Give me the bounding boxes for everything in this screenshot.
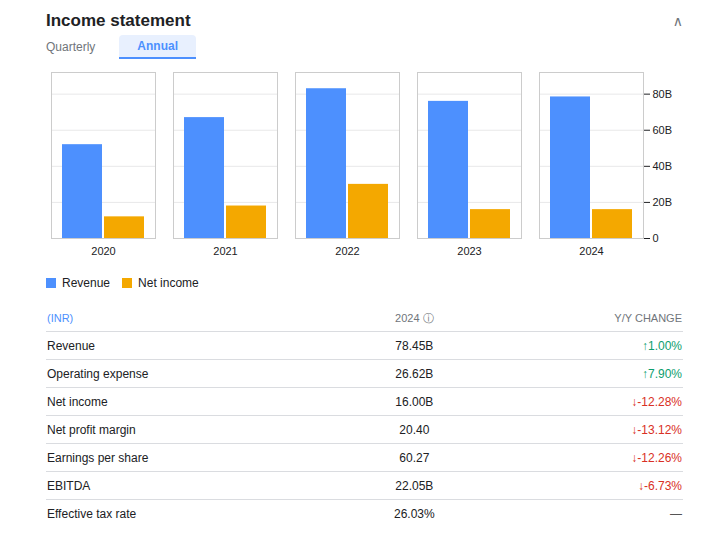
html-text:Operating expense: Operating expense bbox=[47, 366, 149, 381]
html-text:Revenue: Revenue bbox=[47, 338, 95, 353]
html-text:Quarterly: Quarterly bbox=[46, 40, 96, 54]
html-text:26.03%: 26.03% bbox=[394, 506, 435, 521]
svg-text:2024: 2024 bbox=[579, 245, 603, 257]
html-text:↑1.00%: ↑1.00% bbox=[642, 338, 682, 353]
html-text:16.00B: 16.00B bbox=[395, 394, 434, 409]
svg-text:2022: 2022 bbox=[335, 245, 359, 257]
html-text:↓-12.26%: ↓-12.26% bbox=[631, 450, 682, 465]
html-text:↓-12.28%: ↓-12.28% bbox=[631, 394, 682, 409]
svg-text:20B: 20B bbox=[653, 196, 673, 208]
html-text:Earnings per share: Earnings per share bbox=[47, 450, 149, 465]
html-text:Y/Y CHANGE: Y/Y CHANGE bbox=[614, 312, 682, 324]
html-text:EBITDA: EBITDA bbox=[47, 478, 91, 493]
html-text:Effective tax rate: Effective tax rate bbox=[47, 506, 137, 521]
html-text:Income statement: Income statement bbox=[46, 11, 191, 30]
html-text:60.27: 60.27 bbox=[399, 450, 430, 465]
svg-text:40B: 40B bbox=[653, 160, 673, 172]
html-text:Net income: Net income bbox=[138, 275, 199, 290]
html-text:26.62B: 26.62B bbox=[395, 366, 434, 381]
svg-text:2020: 2020 bbox=[91, 245, 115, 257]
html-text:2024 ⓘ: 2024 ⓘ bbox=[395, 311, 434, 324]
svg-text:0: 0 bbox=[653, 232, 659, 244]
svg-text:2021: 2021 bbox=[213, 245, 237, 257]
html-text:20.40: 20.40 bbox=[399, 422, 430, 437]
html-text:Net profit margin: Net profit margin bbox=[47, 422, 136, 437]
html-text:↑7.90%: ↑7.90% bbox=[642, 366, 682, 381]
html-text:↓-6.73%: ↓-6.73% bbox=[638, 478, 682, 493]
html-text:Net income: Net income bbox=[47, 394, 108, 409]
html-text:(INR): (INR) bbox=[47, 312, 74, 324]
html-text:↓-13.12%: ↓-13.12% bbox=[631, 422, 682, 437]
svg-text:60B: 60B bbox=[653, 124, 673, 136]
html-text:Annual: Annual bbox=[137, 39, 178, 53]
svg-text:80B: 80B bbox=[653, 88, 673, 100]
html-text:22.05B: 22.05B bbox=[395, 478, 434, 493]
html-text:Revenue: Revenue bbox=[62, 275, 110, 290]
svg-text:2023: 2023 bbox=[457, 245, 481, 257]
html-text:78.45B: 78.45B bbox=[395, 338, 434, 353]
